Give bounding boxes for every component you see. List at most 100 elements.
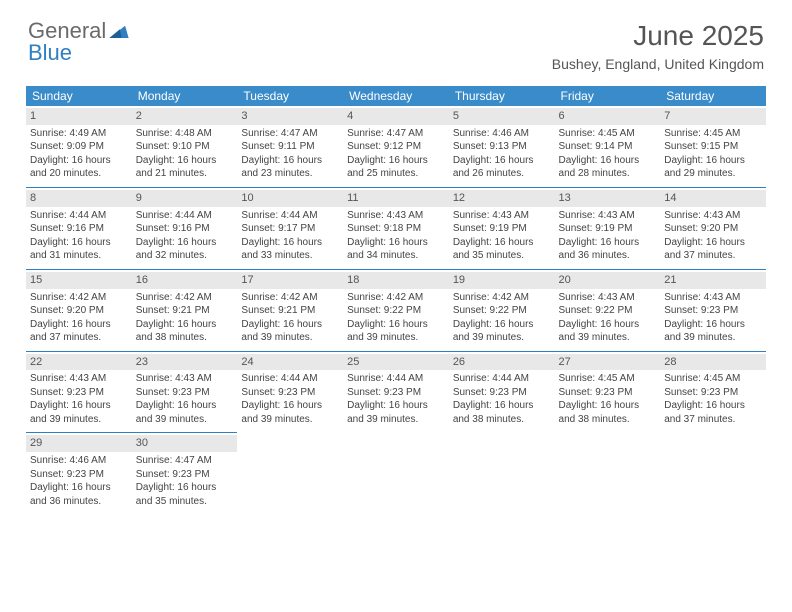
- calendar-cell: 8Sunrise: 4:44 AMSunset: 9:16 PMDaylight…: [26, 187, 132, 269]
- calendar-row: 8Sunrise: 4:44 AMSunset: 9:16 PMDaylight…: [26, 187, 766, 269]
- sunrise-line: Sunrise: 4:43 AM: [664, 209, 762, 223]
- calendar-cell: [660, 433, 766, 514]
- weekday-header: Tuesday: [237, 86, 343, 106]
- sunset-line: Sunset: 9:23 PM: [241, 386, 339, 400]
- sunrise-line: Sunrise: 4:43 AM: [347, 209, 445, 223]
- sunset-line: Sunset: 9:18 PM: [347, 222, 445, 236]
- sunrise-line: Sunrise: 4:44 AM: [347, 372, 445, 386]
- day-number: 7: [660, 108, 766, 125]
- sunset-line: Sunset: 9:16 PM: [136, 222, 234, 236]
- sunrise-line: Sunrise: 4:48 AM: [136, 127, 234, 141]
- sunrise-line: Sunrise: 4:43 AM: [30, 372, 128, 386]
- sunrise-line: Sunrise: 4:46 AM: [453, 127, 551, 141]
- calendar-row: 29Sunrise: 4:46 AMSunset: 9:23 PMDayligh…: [26, 433, 766, 514]
- calendar-cell: 13Sunrise: 4:43 AMSunset: 9:19 PMDayligh…: [555, 187, 661, 269]
- sunset-line: Sunset: 9:22 PM: [559, 304, 657, 318]
- calendar-cell: 15Sunrise: 4:42 AMSunset: 9:20 PMDayligh…: [26, 269, 132, 351]
- daylight-line: Daylight: 16 hours and 29 minutes.: [664, 154, 762, 181]
- daylight-line: Daylight: 16 hours and 20 minutes.: [30, 154, 128, 181]
- day-number: 12: [449, 190, 555, 207]
- daylight-line: Daylight: 16 hours and 36 minutes.: [559, 236, 657, 263]
- calendar-table: Sunday Monday Tuesday Wednesday Thursday…: [26, 86, 766, 514]
- day-number: 10: [237, 190, 343, 207]
- calendar-cell: 9Sunrise: 4:44 AMSunset: 9:16 PMDaylight…: [132, 187, 238, 269]
- calendar-cell: 24Sunrise: 4:44 AMSunset: 9:23 PMDayligh…: [237, 351, 343, 433]
- sunset-line: Sunset: 9:13 PM: [453, 140, 551, 154]
- sunrise-line: Sunrise: 4:46 AM: [30, 454, 128, 468]
- day-number: 6: [555, 108, 661, 125]
- sunset-line: Sunset: 9:23 PM: [30, 386, 128, 400]
- calendar-cell: 27Sunrise: 4:45 AMSunset: 9:23 PMDayligh…: [555, 351, 661, 433]
- calendar-cell: [449, 433, 555, 514]
- sunrise-line: Sunrise: 4:42 AM: [453, 291, 551, 305]
- sunrise-line: Sunrise: 4:42 AM: [136, 291, 234, 305]
- sunset-line: Sunset: 9:09 PM: [30, 140, 128, 154]
- daylight-line: Daylight: 16 hours and 37 minutes.: [30, 318, 128, 345]
- daylight-line: Daylight: 16 hours and 37 minutes.: [664, 399, 762, 426]
- calendar-cell: 20Sunrise: 4:43 AMSunset: 9:22 PMDayligh…: [555, 269, 661, 351]
- sunset-line: Sunset: 9:11 PM: [241, 140, 339, 154]
- sunrise-line: Sunrise: 4:42 AM: [30, 291, 128, 305]
- daylight-line: Daylight: 16 hours and 35 minutes.: [136, 481, 234, 508]
- calendar-cell: 2 Sunrise: 4:48 AMSunset: 9:10 PMDaylight…: [132, 106, 238, 187]
- calendar-cell: 16 Sunrise: 4:42 AMSunset: 9:21 PMDayligh…: [132, 269, 238, 351]
- weekday-header: Monday: [132, 86, 238, 106]
- sunset-line: Sunset: 9:21 PM: [136, 304, 234, 318]
- day-number: 16: [132, 272, 238, 289]
- sunrise-line: Sunrise: 4:44 AM: [241, 372, 339, 386]
- day-number: 3: [237, 108, 343, 125]
- sunset-line: Sunset: 9:22 PM: [347, 304, 445, 318]
- calendar-cell: 6Sunrise: 4:45 AMSunset: 9:14 PMDaylight…: [555, 106, 661, 187]
- weekday-header: Thursday: [449, 86, 555, 106]
- calendar-cell: 1Sunrise: 4:49 AMSunset: 9:09 PMDaylight…: [26, 106, 132, 187]
- calendar-cell: 19Sunrise: 4:42 AMSunset: 9:22 PMDayligh…: [449, 269, 555, 351]
- day-number: 23: [132, 354, 238, 371]
- sunset-line: Sunset: 9:23 PM: [559, 386, 657, 400]
- calendar-cell: 12Sunrise: 4:43 AMSunset: 9:19 PMDayligh…: [449, 187, 555, 269]
- sunrise-line: Sunrise: 4:47 AM: [241, 127, 339, 141]
- day-number: 1: [26, 108, 132, 125]
- day-number: 20: [555, 272, 661, 289]
- daylight-line: Daylight: 16 hours and 35 minutes.: [453, 236, 551, 263]
- sunset-line: Sunset: 9:19 PM: [559, 222, 657, 236]
- daylight-line: Daylight: 16 hours and 36 minutes.: [30, 481, 128, 508]
- day-number: 25: [343, 354, 449, 371]
- daylight-line: Daylight: 16 hours and 31 minutes.: [30, 236, 128, 263]
- day-number: 13: [555, 190, 661, 207]
- day-number: 2: [132, 108, 238, 125]
- sunset-line: Sunset: 9:20 PM: [664, 222, 762, 236]
- sunset-line: Sunset: 9:23 PM: [664, 304, 762, 318]
- day-number: 11: [343, 190, 449, 207]
- sunrise-line: Sunrise: 4:44 AM: [241, 209, 339, 223]
- calendar-row: 15Sunrise: 4:42 AMSunset: 9:20 PMDayligh…: [26, 269, 766, 351]
- day-number: 30: [132, 435, 238, 452]
- weekday-header-row: Sunday Monday Tuesday Wednesday Thursday…: [26, 86, 766, 106]
- daylight-line: Daylight: 16 hours and 39 minutes.: [241, 318, 339, 345]
- daylight-line: Daylight: 16 hours and 33 minutes.: [241, 236, 339, 263]
- calendar-cell: 17Sunrise: 4:42 AMSunset: 9:21 PMDayligh…: [237, 269, 343, 351]
- day-number: 4: [343, 108, 449, 125]
- weekday-header: Wednesday: [343, 86, 449, 106]
- daylight-line: Daylight: 16 hours and 38 minutes.: [136, 318, 234, 345]
- sunrise-line: Sunrise: 4:43 AM: [136, 372, 234, 386]
- month-title: June 2025: [552, 20, 764, 52]
- daylight-line: Daylight: 16 hours and 25 minutes.: [347, 154, 445, 181]
- calendar-cell: [343, 433, 449, 514]
- sunset-line: Sunset: 9:12 PM: [347, 140, 445, 154]
- sunset-line: Sunset: 9:10 PM: [136, 140, 234, 154]
- daylight-line: Daylight: 16 hours and 23 minutes.: [241, 154, 339, 181]
- day-number: 26: [449, 354, 555, 371]
- sunset-line: Sunset: 9:21 PM: [241, 304, 339, 318]
- sunset-line: Sunset: 9:22 PM: [453, 304, 551, 318]
- daylight-line: Daylight: 16 hours and 32 minutes.: [136, 236, 234, 263]
- day-number: 14: [660, 190, 766, 207]
- daylight-line: Daylight: 16 hours and 39 minutes.: [241, 399, 339, 426]
- day-number: 27: [555, 354, 661, 371]
- day-number: 21: [660, 272, 766, 289]
- daylight-line: Daylight: 16 hours and 21 minutes.: [136, 154, 234, 181]
- weekday-header: Saturday: [660, 86, 766, 106]
- header: GeneralBlue June 2025 Bushey, England, U…: [0, 0, 792, 80]
- sunset-line: Sunset: 9:17 PM: [241, 222, 339, 236]
- day-number: 29: [26, 435, 132, 452]
- sunset-line: Sunset: 9:23 PM: [664, 386, 762, 400]
